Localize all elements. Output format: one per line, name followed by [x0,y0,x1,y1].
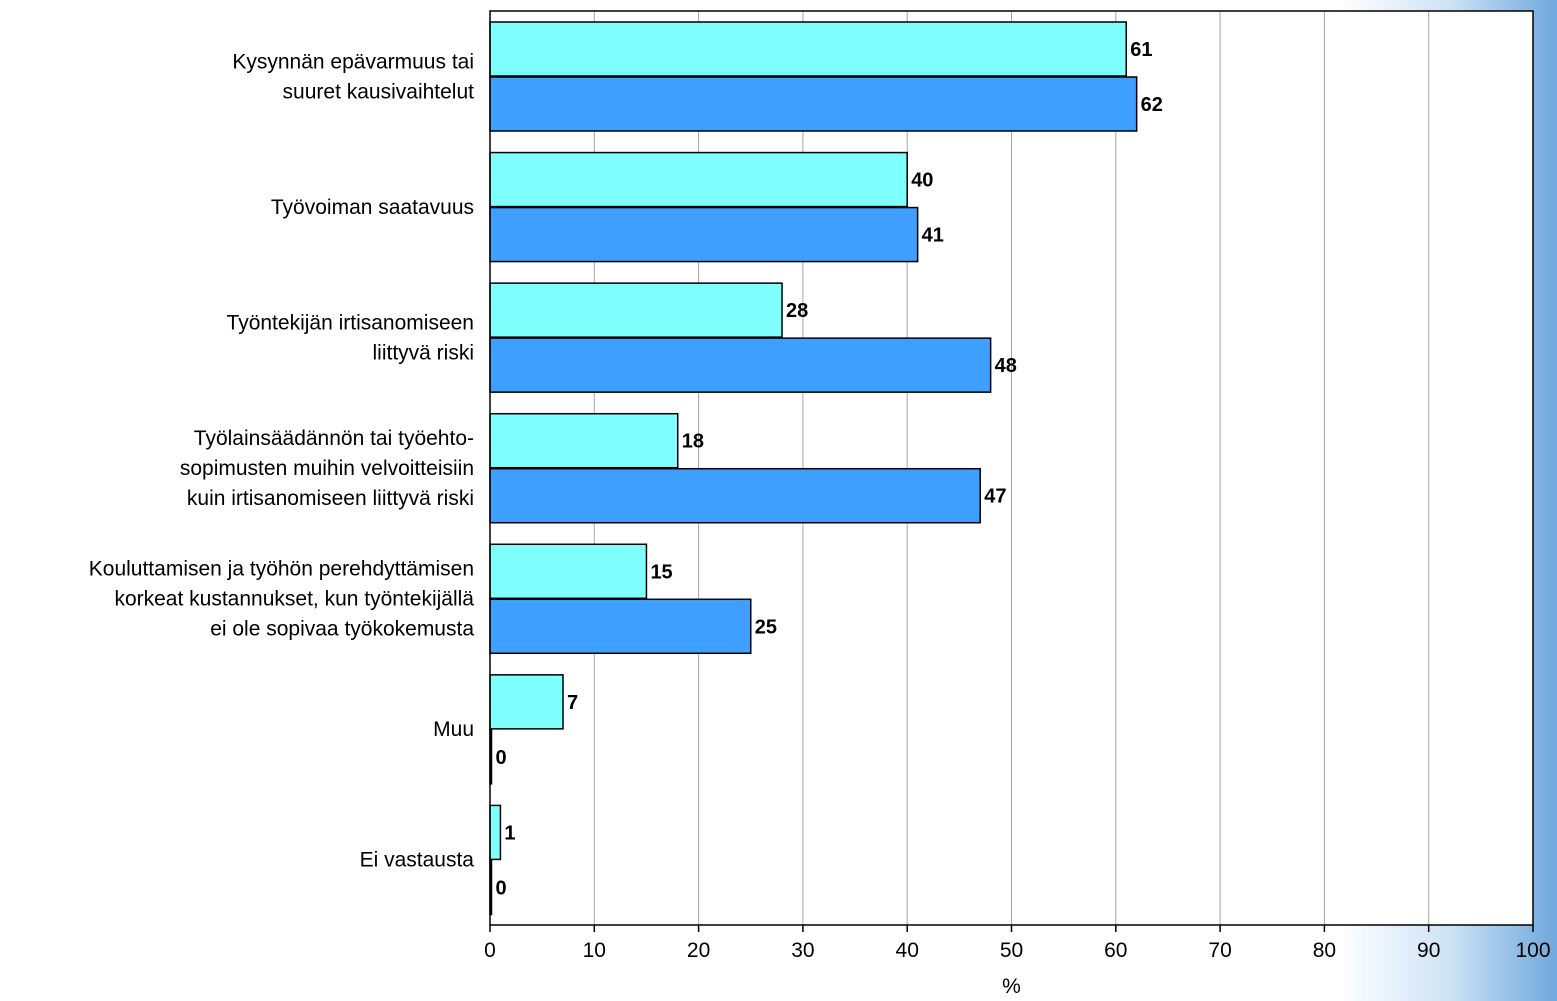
bar [489,282,783,338]
data-label: 18 [682,431,704,453]
data-label: 15 [650,561,672,583]
data-label: 28 [786,300,808,322]
category-label: kuin irtisanomiseen liittyvä riski [187,487,474,510]
category-label: liittyvä riski [372,341,474,364]
category-label: sopimusten muihin velvoitteisiin [180,457,474,480]
category-label: Kysynnän epävarmuus tai [232,50,474,73]
x-tick-label: 80 [1313,939,1336,962]
bar [489,337,992,393]
category-label: korkeat kustannukset, kun työntekijällä [114,588,474,611]
category-label: Työntekijän irtisanomiseen [227,311,474,334]
x-tick-label: 10 [583,939,606,962]
x-axis-title: % [1002,975,1021,998]
category-label: suuret kausivaihtelut [283,80,475,103]
x-tick-label: 20 [687,939,710,962]
bar [489,674,564,730]
data-label: 48 [995,355,1017,377]
x-tick-label: 0 [484,939,496,962]
category-label: Ei vastausta [360,849,475,872]
bar [489,206,919,263]
x-tick-label: 100 [1515,939,1550,962]
category-label: Muu [433,718,474,741]
data-label: 62 [1141,94,1163,116]
bar [489,598,752,655]
data-label: 25 [755,616,777,638]
category-label: ei ole sopivaa työkokemusta [210,618,474,641]
data-label: 0 [496,747,507,769]
category-label: Työvoiman saatavuus [271,196,474,219]
bar [489,412,679,469]
bar [489,76,1138,132]
x-tick-label: 50 [1000,939,1023,962]
data-label: 61 [1130,39,1152,61]
data-label: 40 [911,170,933,192]
data-label: 1 [504,822,515,844]
category-label: Työlainsäädännön tai työehto- [194,427,474,450]
bar [489,21,1127,77]
data-label: 47 [984,486,1006,508]
bar [489,543,648,600]
x-tick-label: 90 [1417,939,1440,962]
x-tick-label: 70 [1208,939,1231,962]
bar [489,804,502,861]
data-label: 41 [922,225,944,247]
data-label: 0 [496,877,507,899]
bar [489,151,908,208]
x-tick-label: 60 [1104,939,1127,962]
category-label: Kouluttamisen ja työhön perehdyttämisen [89,558,474,581]
bar [489,467,981,524]
data-label: 7 [567,692,578,714]
x-tick-label: 40 [896,939,919,962]
x-tick-label: 30 [791,939,814,962]
